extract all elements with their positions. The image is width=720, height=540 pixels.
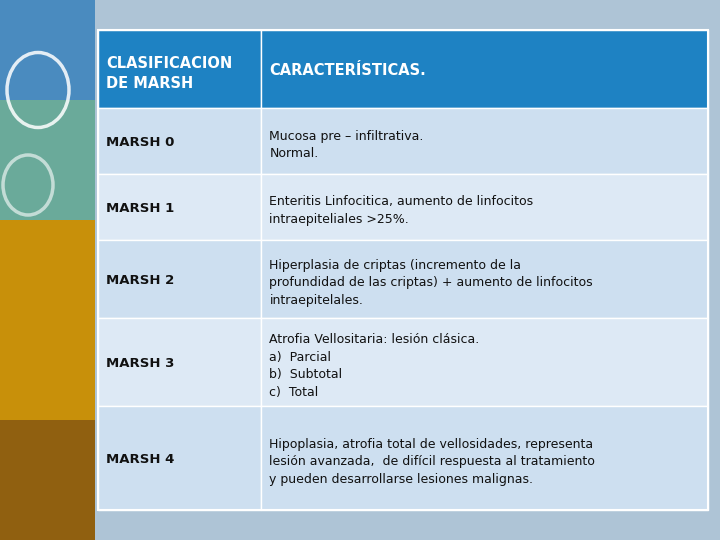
Bar — [261, 240, 708, 318]
Text: CARACTERÍSTICAS.: CARACTERÍSTICAS. — [269, 63, 426, 78]
Bar — [0, 100, 95, 220]
Text: MARSH 3: MARSH 3 — [106, 357, 174, 370]
Bar — [261, 30, 708, 109]
Bar — [98, 30, 261, 109]
Text: Mucosa pre – infiltrativa.
Normal.: Mucosa pre – infiltrativa. Normal. — [269, 130, 424, 160]
Text: Enteritis Linfocitica, aumento de linfocitos
intraepiteliales >25%.: Enteritis Linfocitica, aumento de linfoc… — [269, 195, 534, 226]
Text: MARSH 1: MARSH 1 — [106, 202, 174, 215]
Bar — [98, 407, 261, 510]
Bar — [0, 150, 95, 540]
Bar — [98, 240, 261, 318]
Bar — [261, 318, 708, 407]
Bar — [261, 407, 708, 510]
Bar — [261, 109, 708, 174]
Text: Hipoplasia, atrofia total de vellosidades, representa
lesión avanzada,  de difíc: Hipoplasia, atrofia total de vellosidade… — [269, 438, 595, 486]
Bar — [98, 174, 261, 240]
Bar — [0, 420, 95, 540]
Text: MARSH 2: MARSH 2 — [106, 274, 174, 287]
Text: Atrofia Vellositaria: lesión clásica.
a)  Parcial
b)  Subtotal
c)  Total: Atrofia Vellositaria: lesión clásica. a)… — [269, 333, 480, 399]
Bar — [261, 174, 708, 240]
Bar — [98, 109, 261, 174]
Text: MARSH 4: MARSH 4 — [106, 453, 174, 466]
Text: CLASIFICACION
DE MARSH: CLASIFICACION DE MARSH — [106, 56, 233, 91]
Bar — [98, 318, 261, 407]
Text: MARSH 0: MARSH 0 — [106, 136, 174, 149]
Text: Hiperplasia de criptas (incremento de la
profundidad de las criptas) + aumento d: Hiperplasia de criptas (incremento de la… — [269, 259, 593, 307]
Bar — [98, 30, 708, 510]
Bar — [0, 0, 95, 200]
